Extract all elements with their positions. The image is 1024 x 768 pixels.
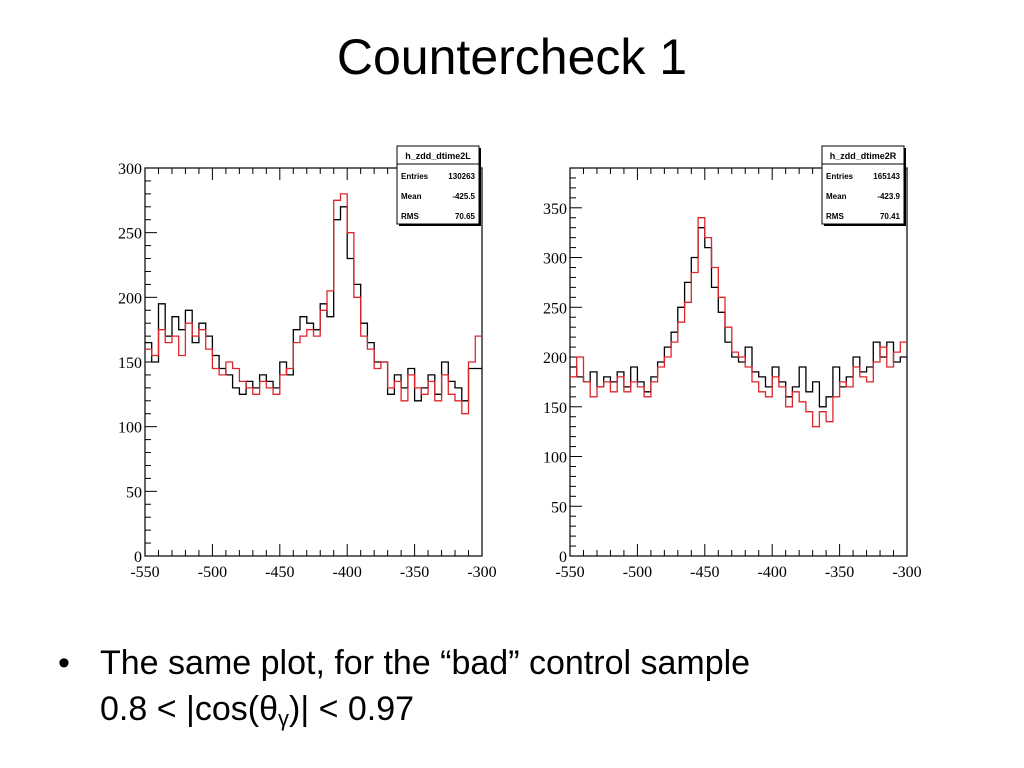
right-y-tick-label: 100 — [543, 450, 567, 467]
histogram-right-chart: 0 50 100 150 200 250 300 350 -550 -500 -450 -400 -35… — [543, 145, 922, 581]
right-stats-value: 70.41 — [880, 212, 901, 221]
right-x-tick-label: -400 — [758, 564, 787, 581]
left-stats-value: -425.5 — [452, 192, 475, 201]
right-y-tick-label: 250 — [543, 300, 567, 317]
left-x-tick-label: -450 — [265, 564, 294, 581]
bullet-line-1: The same plot, for the “bad” control sam… — [100, 644, 751, 682]
left-y-tick-label: 100 — [118, 420, 142, 437]
right-x-tick-label: -450 — [690, 564, 719, 581]
histogram-left-panel: 0 50 100 150 200 250 300 -550 -500 -450 -400 -350 -3… — [100, 138, 510, 598]
left-x-tick-label: -400 — [333, 564, 362, 581]
right-stats-value: 165143 — [873, 172, 900, 181]
left-y-tick-label: 0 — [134, 549, 142, 566]
right-y-tick-label: 350 — [543, 201, 567, 218]
bullet-line-2-suffix: )| < 0.97 — [289, 690, 415, 728]
left-x-tick-label: -500 — [198, 564, 227, 581]
left-x-tick-label: -300 — [467, 564, 496, 581]
left-series-red-line — [145, 193, 482, 415]
left-stats-value: 70.65 — [455, 212, 476, 221]
left-stats-label: Entries — [401, 172, 429, 181]
bullet-point: • The same plot, for the “bad” control s… — [58, 640, 998, 742]
histogram-left-chart: 0 50 100 150 200 250 300 -550 -500 -450 -400 -350 -3… — [118, 145, 497, 581]
left-y-tick-label: 150 — [118, 355, 142, 372]
right-y-tick-label: 200 — [543, 350, 567, 367]
right-y-tick-label: 150 — [543, 400, 567, 417]
left-stats-label: Mean — [401, 192, 422, 201]
left-stats-name: h_zdd_dtime2L — [405, 151, 471, 161]
right-stats-name: h_zdd_dtime2R — [830, 151, 897, 161]
right-x-tick-label: -500 — [623, 564, 652, 581]
right-y-tick-label: 300 — [543, 251, 567, 268]
right-stats-label: Entries — [826, 172, 854, 181]
histogram-right-panel: 0 50 100 150 200 250 300 350 -550 -500 -450 -400 -35… — [525, 138, 935, 598]
right-series-black-line — [570, 227, 907, 408]
left-y-tick-label: 250 — [118, 226, 142, 243]
left-stats-value: 130263 — [448, 172, 475, 181]
right-x-tick-label: -300 — [892, 564, 921, 581]
right-stats-box — [821, 145, 905, 225]
right-series-red-line — [570, 217, 907, 428]
right-stats-label: RMS — [826, 212, 844, 221]
bullet-line-2-prefix: 0.8 < |cos(θ — [100, 690, 278, 728]
right-x-tick-label: -350 — [825, 564, 854, 581]
left-stats-box — [396, 145, 480, 225]
bullet-line-2: 0.8 < |cos(θγ)| < 0.97 — [100, 686, 998, 742]
left-y-tick-label: 300 — [118, 161, 142, 178]
right-y-tick-label: 0 — [559, 549, 567, 566]
left-plot-frame — [144, 167, 483, 557]
left-y-tick-label: 200 — [118, 290, 142, 307]
bullet-text: The same plot, for the “bad” control sam… — [100, 640, 998, 742]
right-stats-value: -423.9 — [877, 192, 900, 201]
left-stats-label: RMS — [401, 212, 419, 221]
right-stats-label: Mean — [826, 192, 847, 201]
right-y-tick-label: 50 — [551, 499, 567, 516]
left-y-tick-label: 50 — [126, 484, 142, 501]
gamma-subscript: γ — [278, 706, 289, 731]
left-x-tick-label: -550 — [130, 564, 159, 581]
slide-title: Countercheck 1 — [336, 29, 688, 85]
right-x-tick-label: -550 — [555, 564, 584, 581]
bullet-dot-icon: • — [58, 644, 70, 682]
left-x-tick-label: -350 — [400, 564, 429, 581]
